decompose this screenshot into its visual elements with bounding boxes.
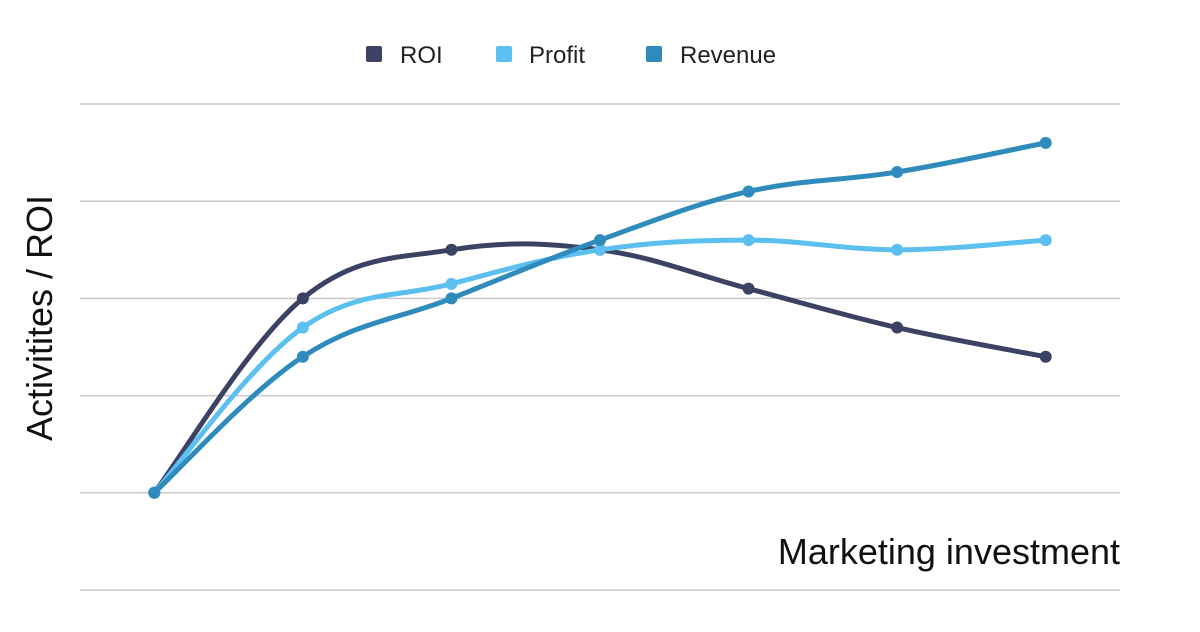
legend-swatch-profit: [496, 46, 512, 62]
data-point-revenue-2: [296, 350, 309, 363]
data-point-revenue-5: [742, 185, 755, 198]
data-point-roi-6: [891, 321, 904, 334]
data-point-revenue-6: [891, 166, 904, 179]
data-point-profit-2: [296, 321, 309, 334]
points-layer: [148, 136, 1052, 499]
data-point-revenue-1: [148, 486, 161, 499]
data-point-roi-5: [742, 282, 755, 295]
data-point-profit-7: [1039, 234, 1052, 247]
data-point-profit-6: [891, 243, 904, 256]
data-point-profit-3: [445, 277, 458, 290]
data-point-roi-2: [296, 292, 309, 305]
legend-label-roi: ROI: [400, 42, 443, 69]
data-point-roi-7: [1039, 350, 1052, 363]
data-point-revenue-3: [445, 292, 458, 305]
legend-swatch-roi: [366, 46, 382, 62]
data-point-roi-3: [445, 243, 458, 256]
x-axis-title: Marketing investment: [778, 531, 1120, 572]
data-point-profit-4: [594, 243, 606, 256]
data-point-profit-5: [742, 234, 755, 247]
grid-layer: [80, 103, 1120, 591]
series-line-revenue: [151, 140, 1049, 496]
data-point-revenue-7: [1039, 136, 1052, 149]
legend-label-revenue: Revenue: [680, 42, 776, 69]
y-axis-title: Activitites / ROI: [19, 195, 60, 441]
data-point-revenue-4: [594, 234, 606, 247]
legend-swatch-revenue: [646, 46, 662, 62]
legend-label-profit: Profit: [529, 42, 585, 69]
legend: ROI Profit Revenue: [366, 42, 776, 69]
series-layer: [151, 140, 1049, 496]
